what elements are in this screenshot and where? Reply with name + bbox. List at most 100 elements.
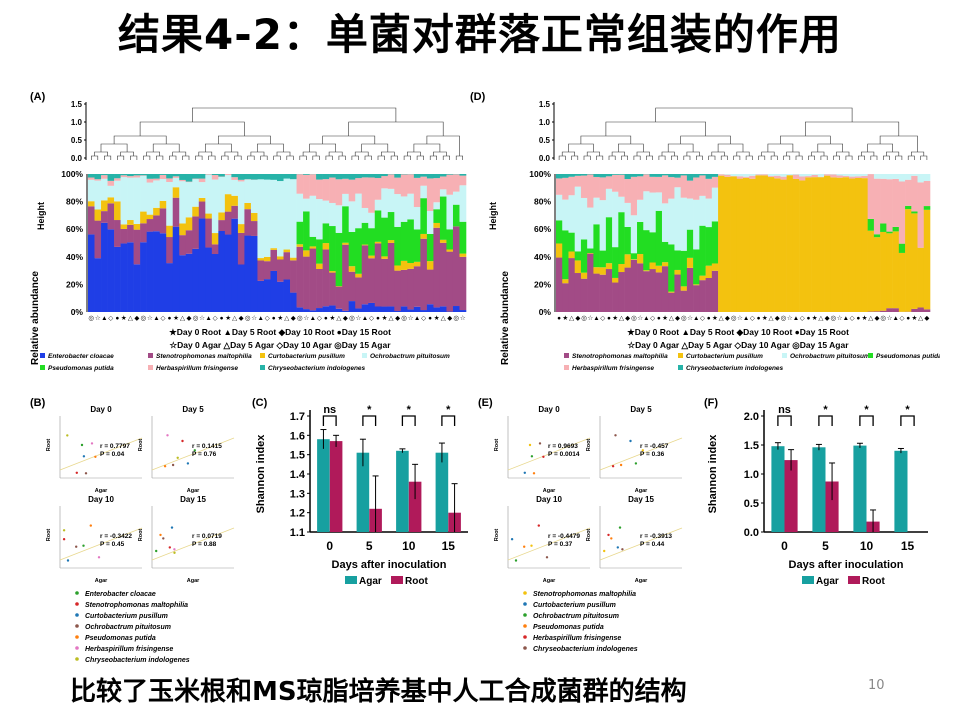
abundance-segment [303,256,310,310]
abundance-segment [842,174,850,176]
sample-marker: ◎ [681,315,687,322]
abundance-segment [649,176,657,193]
abundance-segment [439,189,447,197]
abundance-segment [322,223,330,244]
correlation-point [170,526,174,529]
abundance-segment [413,261,421,267]
abundance-segment [179,179,187,182]
abundance-segment [867,174,875,219]
species-legend-label: Chryseobacterium indologenes [533,646,638,653]
shannon-bar-root [825,481,839,532]
abundance-segment [342,244,349,311]
abundance-segment [277,256,284,260]
abundance-segment [830,177,837,312]
x-tick-label: 0 [326,539,333,553]
abundance-segment [303,309,310,312]
correlation-r: r = -0.3422 [100,533,132,540]
regression-line [59,437,143,471]
dendrogram-branch [364,155,372,160]
dendrogram-branch [568,143,594,152]
abundance-segment [374,241,382,244]
correlation-point [155,549,158,553]
dendrogram-branch [120,151,134,156]
dendrogram-branch [322,135,376,144]
abundance-segment [146,174,154,179]
sample-marker: ◎ [731,315,737,322]
abundance-segment [296,174,304,194]
abundance-segment [342,206,349,243]
species-legend-swatch [40,353,45,358]
dendrogram-branch [558,155,566,160]
abundance-segment [880,174,887,179]
correlation-point [537,524,540,527]
abundance-segment [426,178,434,211]
correlation-p: P = 0.04 [100,451,125,458]
abundance-segment [805,174,812,177]
dendrogram-branch [683,155,691,160]
sample-marker: ☆ [147,314,153,322]
abundance-segment [127,242,134,312]
dendrogram-branch [407,151,421,156]
significance-label: * [446,404,451,416]
sample-marker: ☆ [460,314,466,322]
panel-a-sample-legend-1: ★Day 0 Root ▲Day 5 Root ◆Day 10 Root ●Da… [169,327,391,337]
abundance-segment [342,178,349,194]
abundance-segment [211,175,219,180]
abundance-segment [911,308,918,312]
y-tick-label: 0.5 [744,498,759,510]
abundance-segment [599,177,607,201]
abundance-segment [574,186,582,252]
abundance-segment [568,258,575,312]
panel-c-chart: (C) 1.7 1.6 1.5 1.4 1.3 1.2 1.1 Shannon index ns 0… [252,397,468,587]
correlation-y-label: Root [494,439,500,452]
abundance-segment [387,212,395,241]
abundance-segment [587,248,594,254]
abundance-segment [387,306,395,312]
abundance-segment [127,177,134,221]
abundance-tick-label: 80% [534,197,551,207]
dendrogram-branch [273,155,281,160]
shannon-bar-agar [356,452,370,532]
abundance-segment [250,235,258,312]
abundance-segment [699,195,706,226]
abundance-segment [348,301,356,312]
correlation-point [510,538,514,541]
abundance-segment [322,200,330,224]
abundance-segment [630,259,638,312]
dendrogram-branch [767,143,794,152]
abundance-segment [335,308,343,312]
correlation-point [545,556,549,559]
abundance-segment [361,222,369,245]
species-legend-label: Curtobacterium pusillum [85,613,168,620]
significance-label: * [367,404,372,416]
abundance-segment [237,224,245,233]
abundance-segment [848,178,856,312]
dendrogram-branch [833,155,840,160]
abundance-segment [400,221,408,261]
abundance-segment [394,265,402,271]
abundance-segment [452,174,460,192]
dendrogram-branch [717,143,744,152]
correlation-p: P = 0.37 [548,541,573,548]
abundance-segment [767,176,775,178]
panel-d-stacked-bars [556,174,931,312]
species-legend-label: Ochrobactrum pituitosum [85,624,171,631]
abundance-segment [923,180,931,207]
correlation-point [641,449,644,452]
abundance-segment [400,174,408,197]
legend-label-agar: Agar [359,576,382,587]
abundance-segment [855,177,862,312]
abundance-segment [693,249,700,285]
abundance-segment [198,178,206,183]
species-legend-label: Herbaspirillum frisingense [156,365,238,372]
dendrogram-branch [130,155,138,160]
sample-marker: ★ [562,314,568,322]
abundance-segment [842,175,850,178]
abundance-segment [368,255,376,259]
abundance-segment [767,177,775,312]
dendrogram-branch [104,155,112,160]
abundance-segment [107,203,115,230]
abundance-segment [873,234,881,238]
abundance-segment [630,215,638,254]
